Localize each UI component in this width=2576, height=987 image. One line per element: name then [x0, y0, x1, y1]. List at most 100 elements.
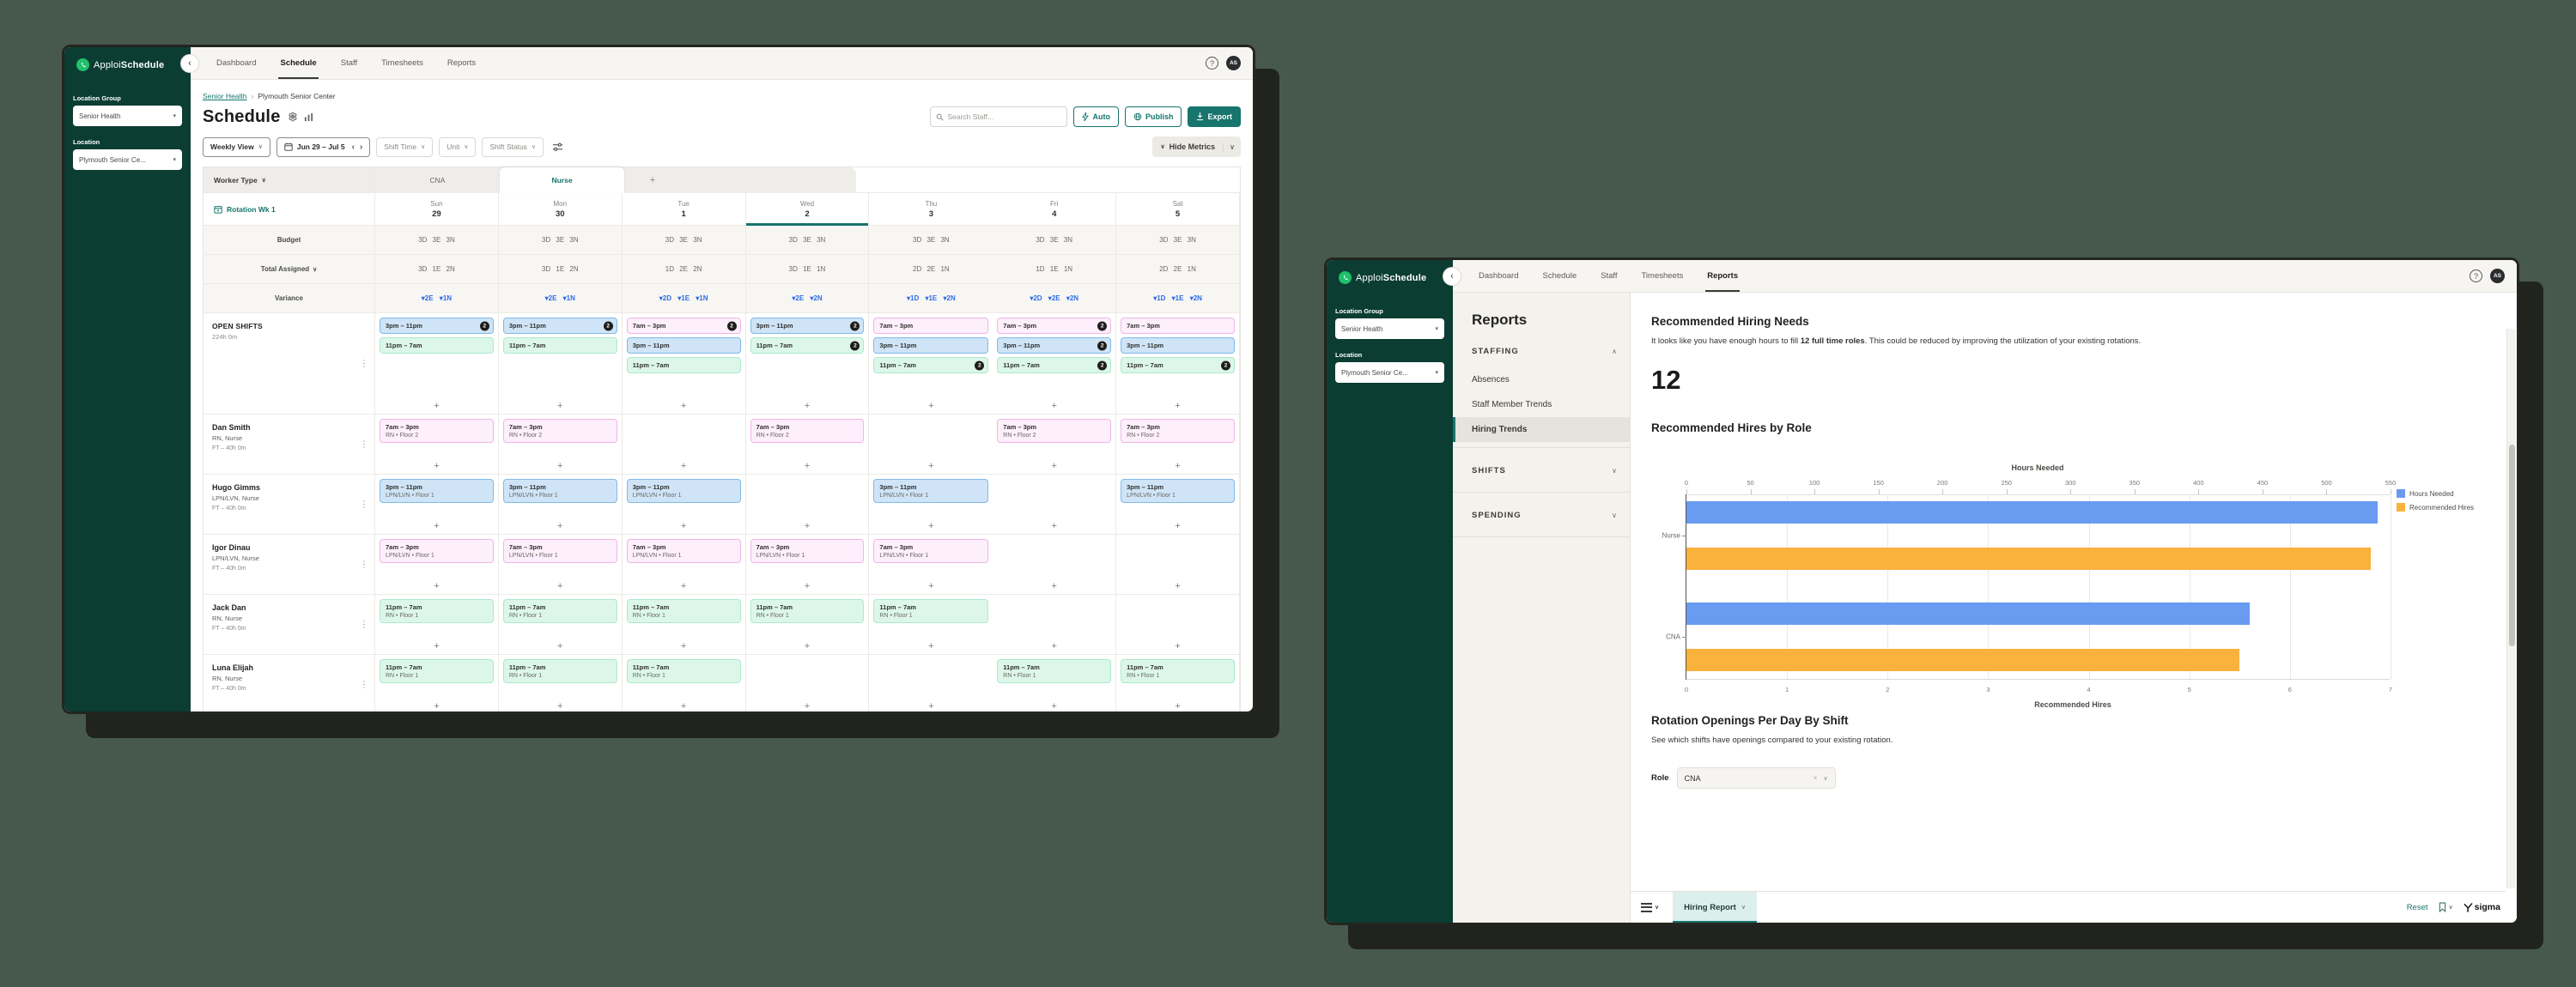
open-shift-chip[interactable]: 11pm – 7am 2 [1121, 357, 1235, 373]
add-shift-button[interactable]: + [1175, 521, 1181, 531]
kebab-menu-icon[interactable]: ⋮ [360, 560, 368, 569]
worker-tab-cna[interactable]: CNA [429, 176, 446, 185]
role-select[interactable]: CNA × ∨ [1676, 767, 1836, 789]
open-shift-chip[interactable]: 7am – 3pm 2 [626, 318, 741, 334]
worker-tab-nurse[interactable]: Nurse [500, 167, 624, 193]
nav-tab-schedule[interactable]: Schedule [1542, 271, 1577, 281]
add-shift-button[interactable]: + [434, 461, 440, 471]
tab-hiring-report[interactable]: Hiring Report ∨ [1673, 891, 1757, 923]
nav-tab-reports[interactable]: Reports [1705, 260, 1741, 292]
location-group-select[interactable]: Senior Health ▾ [73, 106, 182, 126]
open-shift-chip[interactable]: 7am – 3pm [1121, 318, 1235, 334]
add-shift-button[interactable]: + [1051, 461, 1057, 471]
assigned-shift-chip[interactable]: 7am – 3pm RN • Floor 2 [997, 419, 1112, 443]
stats-chart-icon[interactable] [304, 112, 313, 122]
worker-type-selector[interactable]: Worker Type ∨ [204, 167, 375, 193]
location-group-select[interactable]: Senior Health ▾ [1335, 318, 1444, 339]
open-shift-chip[interactable]: 11pm – 7am 2 [997, 357, 1112, 373]
day-header-thu[interactable]: Thu 3 [869, 193, 993, 226]
add-shift-button[interactable]: + [928, 521, 934, 531]
help-icon[interactable]: ? [2470, 269, 2482, 282]
add-shift-button[interactable]: + [804, 701, 811, 711]
reports-item-absences[interactable]: Absences [1472, 375, 1510, 385]
add-shift-button[interactable]: + [1051, 641, 1057, 651]
add-shift-button[interactable]: + [434, 641, 440, 651]
reports-section-header-shifts[interactable]: SHIFTS ∨ [1453, 455, 1630, 487]
clear-selection-icon[interactable]: × [1813, 774, 1818, 782]
filter-settings-icon[interactable] [552, 142, 563, 153]
add-shift-button[interactable]: + [557, 701, 563, 711]
add-shift-button[interactable]: + [1051, 581, 1057, 591]
nav-tab-dashboard[interactable]: Dashboard [216, 58, 257, 68]
help-icon[interactable]: ? [1206, 57, 1218, 70]
collapse-sidebar-button[interactable]: ‹ [1443, 267, 1461, 286]
assigned-shift-chip[interactable]: 11pm – 7am RN • Floor 1 [626, 599, 741, 623]
add-shift-button[interactable]: + [1051, 701, 1057, 711]
open-shift-chip[interactable]: 7am – 3pm 2 [997, 318, 1112, 334]
add-shift-button[interactable]: + [928, 461, 934, 471]
assigned-shift-chip[interactable]: 3pm – 11pm LPN/LVN • Floor 1 [502, 479, 617, 503]
add-shift-button[interactable]: + [434, 701, 440, 711]
shift-time-filter[interactable]: Shift Time ∨ [376, 136, 434, 157]
add-shift-button[interactable]: + [434, 401, 440, 411]
open-shift-chip[interactable]: 11pm – 7am 2 [750, 337, 865, 354]
open-shift-chip[interactable]: 11pm – 7am [626, 357, 741, 373]
unit-filter[interactable]: Unit ∨ [439, 136, 477, 157]
add-shift-button[interactable]: + [804, 641, 811, 651]
add-shift-button[interactable]: + [1175, 701, 1181, 711]
assigned-shift-chip[interactable]: 7am – 3pm LPN/LVN • Floor 1 [873, 539, 989, 563]
nav-tab-staff[interactable]: Staff [1601, 271, 1618, 281]
add-shift-button[interactable]: + [928, 641, 934, 651]
add-shift-button[interactable]: + [557, 461, 563, 471]
shift-status-filter[interactable]: Shift Status ∨ [482, 136, 544, 157]
bar-nurse-hours-needed[interactable] [1686, 501, 2379, 524]
day-header-mon[interactable]: Mon 30 [498, 193, 623, 226]
auto-button[interactable]: Auto [1073, 106, 1119, 127]
add-shift-button[interactable]: + [804, 401, 811, 411]
kebab-menu-icon[interactable]: ⋮ [360, 359, 368, 368]
date-range-picker[interactable]: Jun 29 – Jul 5 ‹ › [276, 136, 371, 157]
reports-item-staff-member-trends[interactable]: Staff Member Trends [1472, 400, 1552, 409]
hide-metrics-caret[interactable]: ∨ [1223, 142, 1241, 151]
assigned-shift-chip[interactable]: 3pm – 11pm LPN/LVN • Floor 1 [1121, 479, 1235, 503]
assigned-shift-chip[interactable]: 11pm – 7am RN • Floor 1 [502, 599, 617, 623]
assigned-shift-chip[interactable]: 7am – 3pm LPN/LVN • Floor 1 [750, 539, 865, 563]
hide-metrics-button[interactable]: ∨ Hide Metrics ∨ [1152, 136, 1241, 157]
nav-tab-timesheets[interactable]: Timesheets [1641, 271, 1684, 281]
assigned-shift-chip[interactable]: 11pm – 7am RN • Floor 1 [502, 659, 617, 683]
export-button[interactable]: Export [1188, 106, 1241, 127]
next-week-button[interactable]: › [359, 142, 363, 152]
reset-button[interactable]: Reset [2406, 902, 2428, 912]
open-shift-chip[interactable]: 7am – 3pm [873, 318, 989, 334]
bar-cna-hours-needed[interactable] [1686, 602, 2250, 625]
assigned-shift-chip[interactable]: 7am – 3pm RN • Floor 2 [750, 419, 865, 443]
assigned-shift-chip[interactable]: 11pm – 7am RN • Floor 1 [750, 599, 865, 623]
add-shift-button[interactable]: + [557, 521, 563, 531]
open-shift-chip[interactable]: 3pm – 11pm 2 [502, 318, 617, 334]
scrollbar-thumb[interactable] [2509, 445, 2515, 646]
add-shift-button[interactable]: + [928, 401, 934, 411]
prev-week-button[interactable]: ‹ [351, 142, 355, 152]
add-shift-button[interactable]: + [928, 701, 934, 711]
add-shift-button[interactable]: + [1175, 641, 1181, 651]
pages-menu-button[interactable]: ∨ [1641, 902, 1659, 912]
day-header-tue[interactable]: Tue 1 [622, 193, 746, 226]
add-shift-button[interactable]: + [804, 521, 811, 531]
add-shift-button[interactable]: + [804, 581, 811, 591]
assigned-shift-chip[interactable]: 11pm – 7am RN • Floor 1 [873, 599, 989, 623]
assigned-shift-chip[interactable]: 7am – 3pm RN • Floor 2 [380, 419, 494, 443]
add-shift-button[interactable]: + [434, 581, 440, 591]
avatar[interactable]: AS [2490, 269, 2505, 283]
assigned-shift-chip[interactable]: 3pm – 11pm LPN/LVN • Floor 1 [626, 479, 741, 503]
publish-button[interactable]: Publish [1124, 106, 1182, 127]
add-shift-button[interactable]: + [557, 641, 563, 651]
assigned-shift-chip[interactable]: 11pm – 7am RN • Floor 1 [997, 659, 1112, 683]
assigned-shift-chip[interactable]: 3pm – 11pm LPN/LVN • Floor 1 [380, 479, 494, 503]
add-shift-button[interactable]: + [928, 581, 934, 591]
add-shift-button[interactable]: + [680, 701, 687, 711]
assigned-shift-chip[interactable]: 11pm – 7am RN • Floor 1 [626, 659, 741, 683]
rotation-week-selector[interactable]: Rotation Wk 1 [204, 193, 375, 226]
open-shift-chip[interactable]: 11pm – 7am 2 [873, 357, 989, 373]
nav-tab-staff[interactable]: Staff [340, 58, 358, 68]
nav-tab-schedule[interactable]: Schedule [278, 47, 319, 79]
